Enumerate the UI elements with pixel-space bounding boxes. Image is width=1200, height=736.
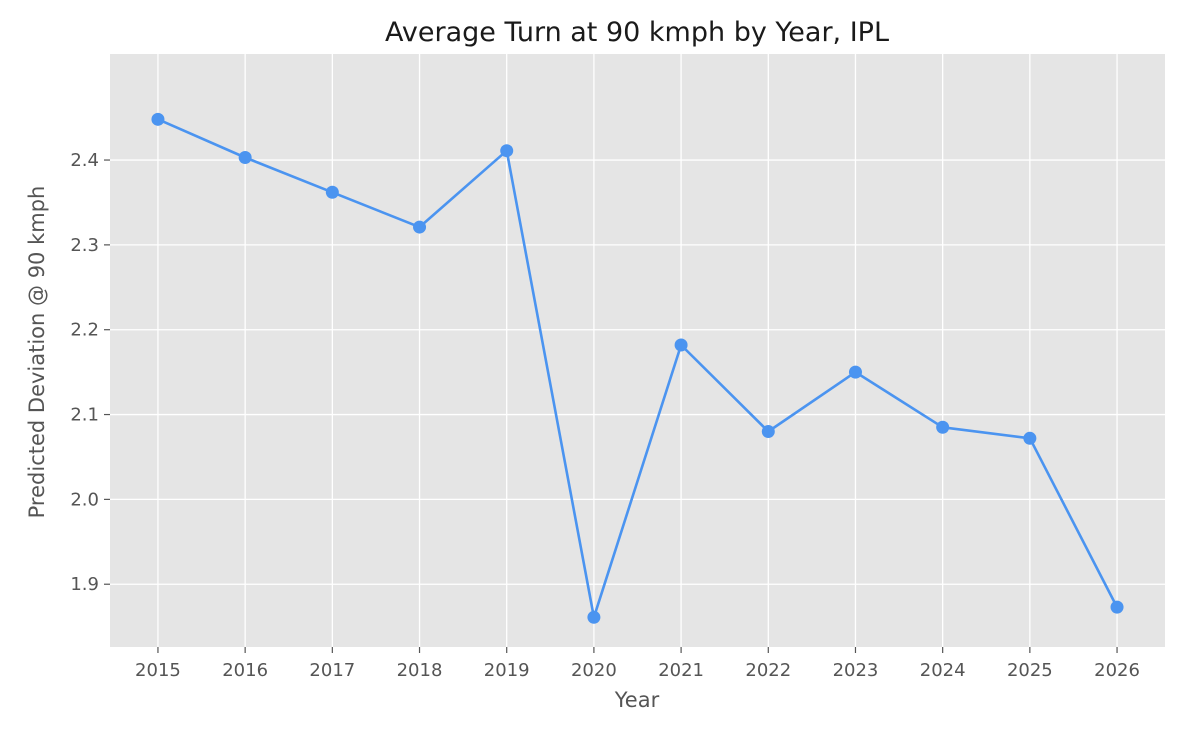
data-point: [325, 185, 339, 199]
y-tick-label: 2.1: [70, 405, 99, 426]
x-tick-label: 2021: [658, 660, 704, 681]
axis-ticks: 2015 2016 2017 2018 2019 2020 2021 2022 2023 2024…: [70, 150, 1140, 681]
y-tick-label: 2.0: [70, 489, 99, 510]
data-point: [413, 220, 427, 234]
x-tick-label: 2026: [1094, 660, 1140, 681]
data-point: [936, 420, 950, 434]
data-point: [1110, 600, 1124, 614]
data-point: [238, 150, 252, 164]
x-tick-label: 2025: [1007, 660, 1053, 681]
data-point: [674, 338, 688, 352]
y-tick-label: 2.4: [70, 150, 99, 171]
x-tick-label: 2018: [397, 660, 443, 681]
plot-area: [110, 54, 1165, 647]
x-tick-label: 2024: [920, 660, 966, 681]
y-tick-label: 2.3: [70, 235, 99, 256]
x-tick-label: 2016: [222, 660, 268, 681]
y-tick-label: 1.9: [70, 574, 99, 595]
grid: [110, 54, 1165, 647]
x-tick-label: 2019: [484, 660, 530, 681]
data-point: [848, 365, 862, 379]
series-layer: [151, 112, 1124, 624]
data-point: [151, 112, 165, 126]
chart-title: Average Turn at 90 kmph by Year, IPL: [385, 17, 889, 48]
x-tick-label: 2022: [745, 660, 791, 681]
data-point: [1023, 431, 1037, 445]
series-line: [157, 118, 1119, 619]
y-axis-label: Predicted Deviation @ 90 kmph: [25, 186, 49, 519]
y-tick-label: 2.2: [70, 320, 99, 341]
x-tick-label: 2015: [135, 660, 181, 681]
x-tick-label: 2017: [309, 660, 355, 681]
x-axis-label: Year: [614, 688, 660, 712]
data-point: [500, 144, 514, 158]
x-tick-label: 2020: [571, 660, 617, 681]
data-point: [761, 425, 775, 439]
data-point: [587, 610, 601, 624]
x-tick-label: 2023: [833, 660, 879, 681]
